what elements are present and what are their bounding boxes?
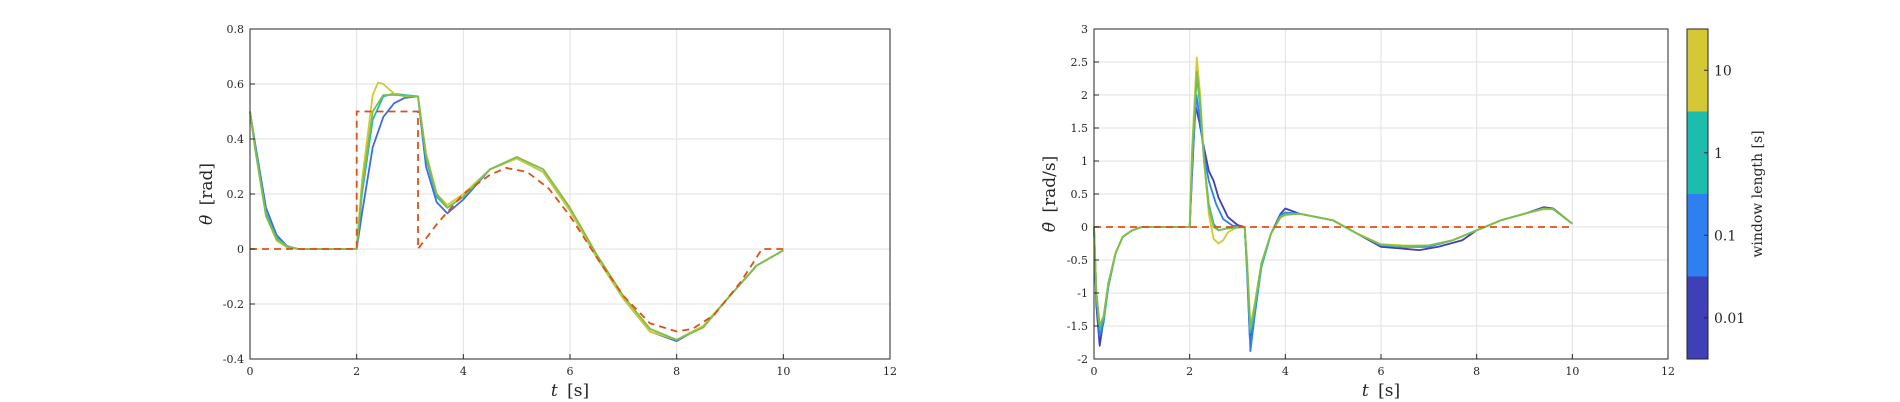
thetadot-ytick-label-3: -0.5 [1067, 254, 1088, 267]
theta-ylabel-var: θ [197, 215, 217, 225]
colorbar-labels: 0.01 0.1 1 10 [1714, 63, 1745, 327]
thetadot-grid [1093, 28, 1669, 360]
theta-xlabel-unit: [s] [567, 381, 589, 401]
theta-plot: 0 2 4 6 8 10 12 -0.4 -0.2 0 0.2 0.4 0.6 0.8 t [s] θ [… [197, 23, 897, 401]
thetadot-ticks: 0 2 4 6 8 10 12 -2 -1.5 -1 -0.5 0 0.5 1 1.5 2 2.5 3 [1067, 23, 1675, 378]
thetadot-xtick-label-0: 0 [1091, 365, 1098, 378]
theta-xtick-label-5: 10 [776, 365, 790, 378]
theta-series-3 [249, 94, 784, 341]
colorbar-segments [1687, 29, 1708, 359]
theta-xtick-label-0: 0 [247, 365, 254, 378]
thetadot-ytick-label-6: 1 [1081, 155, 1088, 168]
colorbar-segment-0 [1687, 276, 1708, 359]
thetadot-ytick-label-8: 2 [1081, 89, 1088, 102]
colorbar-tick-label-3: 10 [1714, 63, 1732, 79]
colorbar-frame [1686, 28, 1709, 360]
thetadot-series-4 [1093, 71, 1573, 331]
thetadot-ytick-label-2: -1 [1077, 287, 1088, 300]
thetadot-xlabel: t [s] [1362, 381, 1400, 401]
thetadot-ytick-label-1: -1.5 [1067, 320, 1088, 333]
thetadot-ytick-label-9: 2.5 [1071, 56, 1089, 69]
thetadot-xtick-label-1: 2 [1186, 365, 1193, 378]
thetadot-ytick-label-5: 0.5 [1071, 188, 1089, 201]
theta-reference-line [250, 110, 784, 333]
colorbar-segment-3 [1687, 29, 1708, 112]
theta-ytick-label-4: 0.4 [227, 133, 245, 146]
thetadot-ylabel-var: θ̇ [1040, 222, 1060, 232]
thetadot-ytick-label-4: 0 [1081, 221, 1088, 234]
theta-xtick-label-3: 6 [567, 365, 574, 378]
theta-xtick-label-1: 2 [353, 365, 360, 378]
colorbar-segment-2 [1687, 111, 1708, 194]
theta-xlabel: t [s] [551, 381, 589, 401]
colorbar-tick-label-2: 1 [1714, 146, 1723, 162]
theta-ytick-label-3: 0.2 [227, 188, 245, 201]
theta-ytick-label-6: 0.8 [227, 23, 245, 36]
theta-ytick-label-0: -0.4 [223, 353, 244, 366]
thetadot-ylabel: θ̇ [rad/s] [1040, 156, 1060, 233]
thetadot-ytick-label-7: 1.5 [1071, 122, 1089, 135]
colorbar-tick-label-1: 0.1 [1714, 228, 1736, 244]
colorbar-segment-1 [1687, 194, 1708, 277]
theta-ylabel: θ [rad] [197, 163, 217, 225]
theta-ylabel-unit: [rad] [197, 163, 217, 205]
theta-ytick-label-2: 0 [237, 243, 244, 256]
thetadot-xlabel-var: t [1362, 381, 1369, 401]
theta-xtick-label-2: 4 [460, 365, 467, 378]
theta-ytick-label-5: 0.6 [227, 78, 245, 91]
thetadot-xtick-label-2: 4 [1282, 365, 1289, 378]
theta-xtick-label-6: 12 [883, 365, 897, 378]
thetadot-xtick-label-6: 12 [1661, 365, 1675, 378]
colorbar-title: window length [s] [1750, 130, 1766, 257]
theta-xlabel-var: t [551, 381, 558, 401]
thetadot-xtick-label-5: 10 [1565, 365, 1579, 378]
thetadot-lines [1093, 56, 1573, 353]
theta-xtick-label-4: 8 [673, 365, 680, 378]
theta-ticks: 0 2 4 6 8 10 12 -0.4 -0.2 0 0.2 0.4 0.6 0.8 [223, 23, 897, 378]
thetadot-ylabel-unit: [rad/s] [1040, 156, 1060, 213]
thetadot-ytick-label-0: -2 [1077, 353, 1088, 366]
colorbar: 0.01 0.1 1 10 window length [s] [1686, 28, 1766, 360]
thetadot-ytick-label-10: 3 [1081, 23, 1088, 36]
theta-lines [249, 81, 784, 343]
thetadot-xtick-label-4: 8 [1473, 365, 1480, 378]
thetadot-plot: 0 2 4 6 8 10 12 -2 -1.5 -1 -0.5 0 0.5 1 1.5 2 2.5 3 t [s]… [1040, 23, 1675, 401]
colorbar-tick-label-0: 0.01 [1714, 311, 1745, 327]
theta-ytick-label-1: -0.2 [223, 298, 244, 311]
thetadot-xtick-label-3: 6 [1378, 365, 1385, 378]
thetadot-xlabel-unit: [s] [1378, 381, 1400, 401]
